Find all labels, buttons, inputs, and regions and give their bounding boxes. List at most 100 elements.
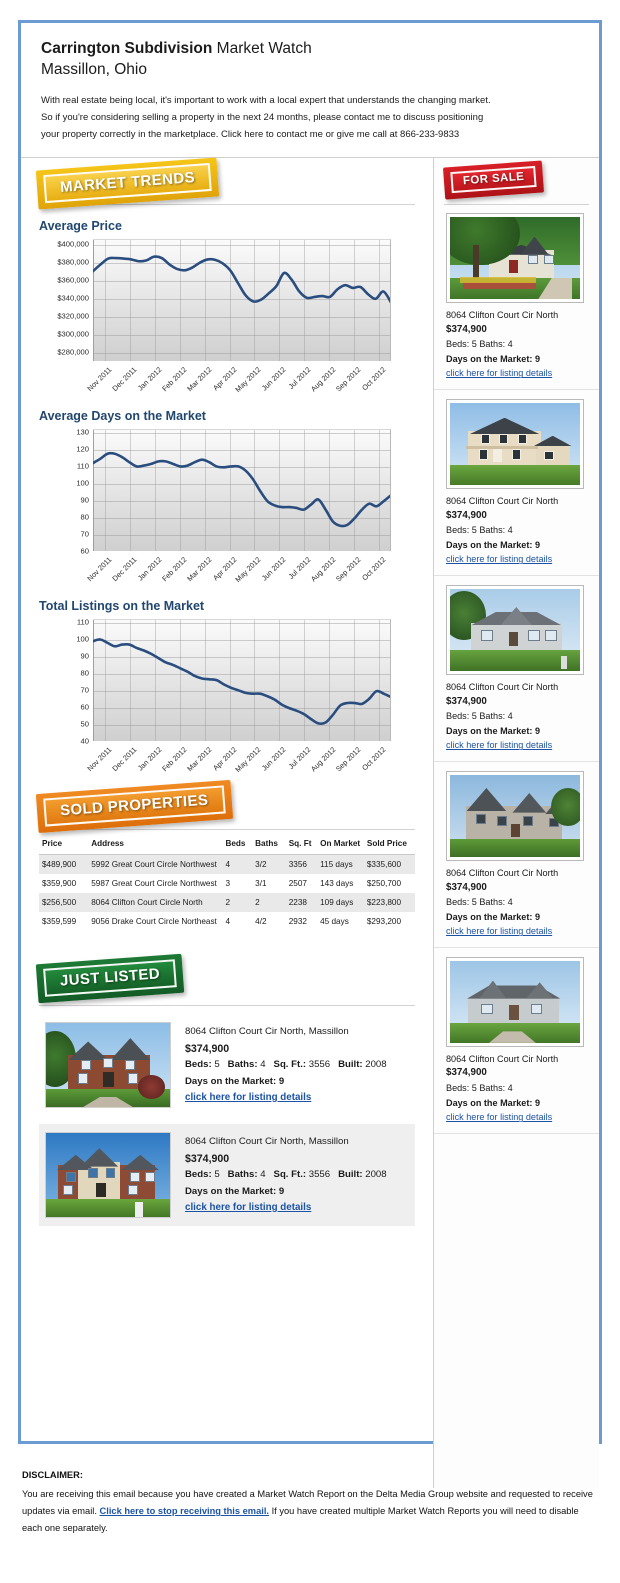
gridline-vertical (229, 620, 231, 741)
cell-address: 8064 Clifton Court Circle North (88, 893, 223, 912)
property-details: 8064 Clifton Court Cir North $374,900 Beds… (446, 680, 587, 753)
y-axis-tick-label: $380,000 (57, 257, 89, 267)
just-listed-item[interactable]: 8064 Clifton Court Cir North, Massillon $… (39, 1124, 415, 1226)
property-photo[interactable] (446, 956, 584, 1047)
for-sale-list: 8064 Clifton Court Cir North $374,900 Beds… (434, 213, 599, 1134)
for-sale-sidebar: FOR SALE 8064 Clifton C (433, 158, 599, 1488)
for-sale-item[interactable]: 8064 Clifton Court Cir North $374,900 Beds… (434, 956, 599, 1134)
y-axis-tick-label: 60 (80, 546, 89, 556)
cell-sold-price: $223,800 (363, 893, 415, 912)
cell-address: 5992 Great Court Circle Northwest (88, 854, 223, 874)
y-axis-tick-label: 80 (80, 512, 89, 522)
cell-address: 5987 Great Court Circle Northwest (91, 879, 217, 888)
gridline-horizontal (93, 353, 390, 354)
gridline-vertical (353, 620, 355, 741)
y-axis-tick-label: $340,000 (57, 293, 89, 303)
col-price: Price (39, 834, 89, 855)
cell-on-market: 115 days (317, 854, 364, 874)
property-beds-baths: Beds: 5 Baths: 4 (446, 1083, 513, 1094)
chart-average-price: Average Price $400,000 $380,000 $360,000 $3… (21, 205, 433, 395)
series-line (93, 451, 390, 528)
cell-baths: 3/1 (255, 879, 267, 888)
y-axis-tick-label: 120 (76, 444, 89, 454)
for-sale-item[interactable]: 8064 Clifton Court Cir North $374,900 Beds… (434, 770, 599, 948)
gridline-vertical (353, 240, 355, 361)
gridline-vertical (353, 430, 355, 551)
for-sale-ribbon: FOR SALE (442, 160, 545, 200)
property-photo[interactable] (446, 584, 584, 675)
gridline-horizontal (93, 298, 390, 300)
gridline-horizontal (93, 501, 390, 503)
intro-line-2: So if you're considering selling a prope… (41, 112, 484, 123)
listing-details-link[interactable]: click here for listing details (185, 1202, 312, 1213)
y-axis-tick-label: 70 (80, 685, 89, 695)
cell-baths: 4/2 (255, 917, 267, 926)
series-line (93, 255, 390, 304)
for-sale-item[interactable]: 8064 Clifton Court Cir North $374,900 Beds… (434, 398, 599, 576)
gridline-vertical (130, 240, 132, 361)
property-price: $374,900 (185, 1152, 230, 1165)
intro-line-1: With real estate being local, it's impor… (41, 95, 491, 106)
chart-average-days-on-market: Average Days on the Market 130 120 110 100 9… (21, 395, 433, 585)
property-address: 8064 Clifton Court Cir North (446, 681, 559, 692)
gridline-horizontal (93, 657, 390, 659)
market-trends-ribbon-label: MARKET TRENDS (43, 162, 212, 204)
listing-details-link[interactable]: click here for listing details (185, 1092, 312, 1103)
property-photo[interactable] (446, 398, 584, 489)
cell-sold-price: $335,600 (363, 854, 415, 874)
page-subtitle: Massillon, Ohio (41, 61, 147, 78)
just-listed-ribbon-label: JUST LISTED (43, 959, 178, 997)
for-sale-item[interactable]: 8064 Clifton Court Cir North $374,900 Beds… (434, 213, 599, 390)
gridline-vertical (304, 620, 306, 741)
property-price: $374,900 (446, 695, 487, 707)
just-listed-list: 8064 Clifton Court Cir North, Massillon $… (21, 1014, 433, 1226)
listing-details-link[interactable]: click here for listing details (446, 740, 553, 751)
property-beds-baths: Beds: 5 Baths: 4 (446, 897, 513, 908)
listing-details-link[interactable]: click here for listing details (446, 368, 553, 379)
for-sale-ribbon-area: FOR SALE (434, 158, 599, 204)
chart-title-average-price: Average Price (39, 219, 122, 233)
property-photo[interactable] (446, 770, 584, 861)
table-row: $359,599 9056 Drake Court Circle Northeas… (39, 912, 415, 931)
series-line (93, 638, 390, 726)
cell-beds: 4 (222, 854, 253, 874)
just-listed-ribbon: JUST LISTED (35, 953, 185, 1004)
listing-details-link[interactable]: click here for listing details (446, 1112, 553, 1123)
for-sale-item[interactable]: 8064 Clifton Court Cir North $374,900 Beds… (434, 584, 599, 762)
property-photo[interactable] (45, 1022, 171, 1108)
gridline-horizontal (93, 484, 390, 486)
gridline-vertical (378, 240, 380, 361)
y-axis-tick-label: $300,000 (57, 329, 89, 339)
listing-details-link[interactable]: click here for listing details (446, 926, 553, 937)
plot-total-listings (93, 619, 391, 741)
property-details: 8064 Clifton Court Cir North $374,900 Beds… (446, 494, 587, 567)
listing-details-link[interactable]: click here for listing details (446, 554, 553, 565)
property-days-on-market: Days on the Market: 9 (185, 1075, 285, 1087)
col-sqft: Sq. Ft (285, 834, 318, 855)
y-axis-tick-label: 130 (76, 427, 89, 437)
y-axis-tick-label: $400,000 (57, 239, 89, 249)
col-beds: Beds (222, 834, 253, 855)
cell-beds: 2 (222, 893, 253, 912)
sold-properties-divider (39, 829, 415, 830)
property-days-on-market: Days on the Market: 9 (446, 911, 540, 922)
gridline-vertical (279, 620, 281, 741)
just-listed-item[interactable]: 8064 Clifton Court Cir North, Massillon $… (39, 1014, 415, 1116)
y-axis-tick-label: 40 (80, 736, 89, 746)
gridline-vertical (155, 430, 157, 551)
property-photo[interactable] (45, 1132, 171, 1218)
property-photo[interactable] (446, 213, 584, 303)
gridline-horizontal (93, 518, 390, 520)
disclaimer-text: You are receiving this email because you… (22, 1486, 598, 1537)
cell-on-market: 45 days (320, 917, 349, 926)
chart-total-listings: Total Listings on the Market 110 100 90 80 7… (21, 585, 433, 775)
gridline-horizontal (93, 535, 390, 537)
cell-baths: 2 (252, 893, 286, 912)
disclaimer-text-before: You are receiving this email because you… (22, 1489, 593, 1516)
table-row: $256,500 8064 Clifton Court Circle North 2… (39, 893, 415, 912)
property-price: $374,900 (446, 881, 487, 893)
property-days-on-market: Days on the Market: 9 (446, 353, 540, 364)
unsubscribe-link[interactable]: Click here to stop receiving this email. (99, 1506, 269, 1516)
disclaimer-text-after: If you have created multiple Market Watc… (22, 1506, 579, 1533)
property-beds-baths: Beds: 5 Baths: 4 (446, 525, 513, 536)
